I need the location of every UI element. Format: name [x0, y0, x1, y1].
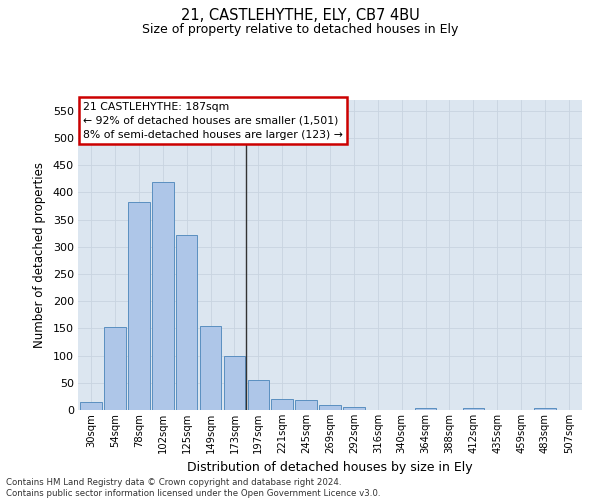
Bar [343, 408, 365, 410]
Bar [176, 235, 197, 410]
Bar [415, 408, 436, 410]
Bar [80, 402, 102, 410]
Bar [271, 399, 293, 410]
Text: 21 CASTLEHYTHE: 187sqm
← 92% of detached houses are smaller (1,501)
8% of semi-d: 21 CASTLEHYTHE: 187sqm ← 92% of detached… [83, 102, 343, 140]
Bar [319, 405, 341, 410]
Bar [152, 182, 173, 410]
Bar [248, 380, 269, 410]
Text: Contains HM Land Registry data © Crown copyright and database right 2024.
Contai: Contains HM Land Registry data © Crown c… [6, 478, 380, 498]
Bar [200, 326, 221, 410]
Bar [295, 400, 317, 410]
Bar [534, 408, 556, 410]
Bar [463, 408, 484, 410]
Text: Size of property relative to detached houses in Ely: Size of property relative to detached ho… [142, 22, 458, 36]
Bar [128, 202, 149, 410]
Bar [104, 328, 126, 410]
Bar [224, 356, 245, 410]
Text: 21, CASTLEHYTHE, ELY, CB7 4BU: 21, CASTLEHYTHE, ELY, CB7 4BU [181, 8, 419, 22]
Y-axis label: Number of detached properties: Number of detached properties [33, 162, 46, 348]
X-axis label: Distribution of detached houses by size in Ely: Distribution of detached houses by size … [187, 462, 473, 474]
